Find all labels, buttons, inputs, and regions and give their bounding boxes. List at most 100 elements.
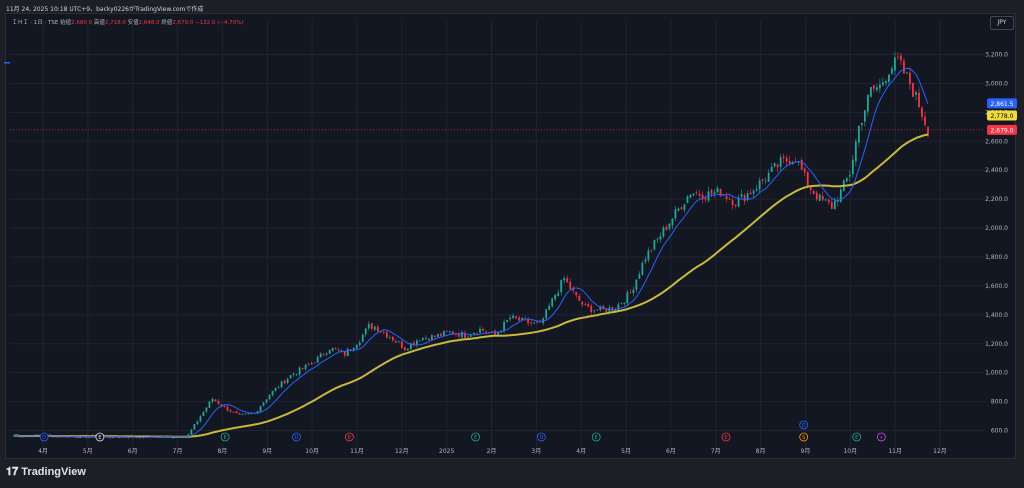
event-marker-circle bbox=[799, 420, 809, 430]
candle-body bbox=[391, 336, 394, 341]
candle-body bbox=[743, 195, 746, 202]
candle-body bbox=[605, 309, 608, 312]
candle-body bbox=[689, 194, 692, 198]
candle-body bbox=[599, 306, 602, 310]
candle-body bbox=[394, 341, 397, 343]
candle-body bbox=[515, 316, 517, 319]
x-tick-label: 2月 bbox=[487, 448, 497, 455]
event-marker-label: D bbox=[539, 435, 543, 441]
event-marker-circle bbox=[471, 432, 480, 442]
candle-body bbox=[455, 333, 457, 335]
candle-body bbox=[680, 207, 683, 210]
candle-body bbox=[235, 411, 238, 414]
event-marker-label: E bbox=[724, 435, 727, 441]
candle-body bbox=[187, 434, 190, 436]
y-tick-label: 600.0 bbox=[991, 428, 1008, 435]
candle-body bbox=[785, 157, 788, 162]
y-tick-label: 3,200.0 bbox=[985, 51, 1008, 58]
pane-marker bbox=[4, 62, 10, 64]
candle-body bbox=[665, 226, 668, 230]
event-marker-label: D bbox=[294, 435, 298, 441]
candle-body bbox=[232, 411, 235, 413]
candle-body bbox=[346, 349, 349, 357]
event-marker-circle bbox=[876, 432, 886, 442]
y-tick-label: 1,600.0 bbox=[985, 283, 1008, 290]
candle-body bbox=[596, 309, 599, 311]
candle-body bbox=[915, 92, 917, 95]
candle-body bbox=[557, 292, 560, 297]
candle-body bbox=[274, 387, 277, 391]
candle-body bbox=[776, 164, 779, 168]
candle-body bbox=[361, 334, 364, 342]
candle-body bbox=[440, 333, 442, 336]
candle-body bbox=[903, 60, 905, 74]
candle-body bbox=[767, 172, 770, 182]
event-marker-label: E bbox=[855, 435, 858, 441]
candle-body bbox=[379, 331, 382, 333]
candle-body bbox=[827, 199, 830, 203]
candle-body bbox=[821, 195, 824, 200]
candle-body bbox=[506, 320, 508, 323]
candle-body bbox=[461, 332, 463, 338]
candle-body bbox=[611, 306, 614, 311]
candle-body bbox=[400, 341, 403, 348]
symbol-label: ＩＨＩ · 1日 · TSE bbox=[12, 20, 59, 26]
candle-body bbox=[412, 342, 415, 345]
candle-body bbox=[127, 437, 130, 439]
candle-body bbox=[897, 56, 899, 58]
candle-body bbox=[734, 204, 737, 207]
y-tick-label: 3,000.0 bbox=[985, 80, 1008, 87]
candle-body bbox=[382, 332, 385, 334]
candle-body bbox=[737, 197, 740, 207]
candle-body bbox=[857, 125, 860, 143]
candle-body bbox=[482, 328, 484, 331]
last-price-tag-box bbox=[987, 124, 1017, 135]
candle-body bbox=[409, 343, 412, 350]
candle-body bbox=[331, 348, 334, 351]
x-tick-label: 11月 bbox=[888, 448, 902, 455]
candle-body bbox=[434, 335, 436, 337]
y-tick-label: 2,200.0 bbox=[985, 196, 1008, 203]
fast-moving-average-line bbox=[13, 67, 929, 438]
x-tick-label: 4月 bbox=[38, 448, 48, 455]
candle-body bbox=[76, 437, 79, 439]
candle-body bbox=[906, 72, 908, 74]
chart-pane[interactable] bbox=[5, 13, 1016, 459]
candle-body bbox=[875, 87, 878, 91]
candle-body bbox=[758, 180, 761, 190]
candle-body bbox=[848, 175, 851, 177]
candle-body bbox=[437, 334, 439, 337]
candle-body bbox=[713, 192, 716, 194]
candle-body bbox=[554, 295, 557, 300]
candle-body bbox=[674, 209, 677, 219]
candle-body bbox=[866, 94, 869, 112]
candle-body bbox=[238, 413, 241, 415]
candle-body bbox=[328, 350, 331, 354]
close-label: 終値 bbox=[161, 20, 173, 26]
event-marker-label: E bbox=[595, 435, 598, 441]
change-value: −132.0 (−4.70%) bbox=[195, 20, 244, 26]
candle-body bbox=[647, 250, 650, 261]
candle-body bbox=[773, 163, 776, 167]
candle-body bbox=[623, 302, 626, 304]
candle-body bbox=[677, 208, 680, 211]
candle-body bbox=[268, 394, 271, 400]
tradingview-logo: 𝟏𝟕 TradingView bbox=[6, 466, 86, 479]
candle-body bbox=[536, 321, 539, 323]
candle-body bbox=[845, 178, 848, 182]
candle-body bbox=[316, 356, 319, 363]
currency-button[interactable]: JPY bbox=[990, 16, 1014, 30]
x-tick-label: 12月 bbox=[933, 448, 947, 455]
candle-body bbox=[473, 332, 475, 335]
candle-body bbox=[521, 317, 524, 321]
candle-body bbox=[683, 204, 686, 210]
event-marker-circle bbox=[721, 432, 731, 442]
candle-body bbox=[286, 378, 289, 383]
y-tick-label: 1,000.0 bbox=[985, 370, 1008, 377]
ma-slow-price-tag: 2,778.0 bbox=[991, 113, 1014, 120]
candle-body bbox=[806, 171, 809, 188]
candle-body bbox=[803, 168, 806, 173]
candle-body bbox=[692, 193, 695, 196]
candle-body bbox=[467, 336, 469, 338]
